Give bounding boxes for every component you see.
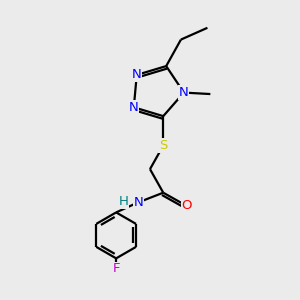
Text: S: S (159, 139, 167, 152)
Text: N: N (129, 101, 139, 114)
Text: F: F (112, 262, 120, 275)
Text: N: N (133, 196, 143, 209)
Text: H: H (118, 195, 128, 208)
Text: O: O (182, 200, 192, 212)
Text: N: N (179, 86, 189, 99)
Text: N: N (132, 68, 142, 81)
